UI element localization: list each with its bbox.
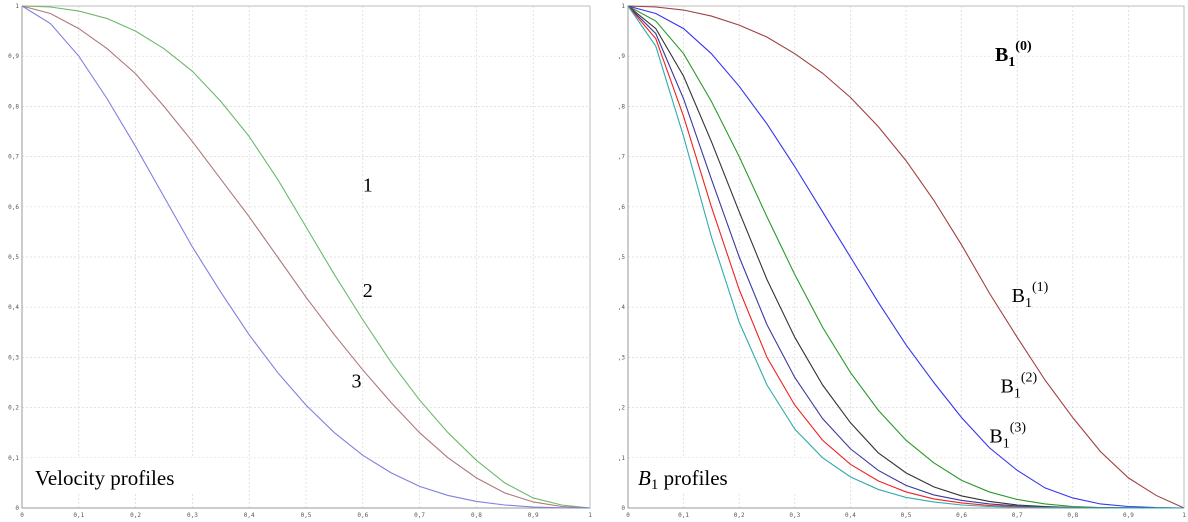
curve-label: B1(1) [1012, 280, 1049, 311]
x-tick-label: 0,3 [789, 512, 800, 519]
x-tick-label: 0,2 [130, 512, 141, 519]
y-tick-label: 0,8 [618, 103, 625, 110]
caption-background [28, 458, 248, 494]
x-tick-label: 0,6 [956, 512, 967, 519]
x-tick-label: 0,3 [187, 512, 198, 519]
b1-profiles-chart: 0 0,1 0,2 0,3 0,4 0,5 0,6 0,7 0,8 0,9 1 0 0,1 0,2 0,3 0… [618, 0, 1188, 522]
b1-profiles-svg: 0 0,1 0,2 0,3 0,4 0,5 0,6 0,7 0,8 0,9 1 0 0,1 0,2 0,3 0… [618, 3, 1186, 519]
x-tick-label: 0,7 [1012, 512, 1023, 519]
y-tick-label: 0 [15, 505, 19, 512]
y-tick-label: 0,7 [618, 154, 625, 161]
y-tick-label: 0,9 [618, 53, 625, 60]
x-tick-label: 0,4 [845, 512, 856, 519]
series-line-2 [21, 5, 591, 509]
series-line-1 [627, 5, 1185, 509]
series-line-1 [21, 5, 591, 509]
x-tick-label: 0,8 [1067, 512, 1078, 519]
curve-label: B1(0) [995, 39, 1032, 70]
y-tick-label: 0,7 [8, 154, 19, 161]
x-tick-label: 0,4 [244, 512, 255, 519]
x-tick-label: 0,5 [901, 512, 912, 519]
y-tick-label: 0,8 [8, 103, 19, 110]
y-tick-label: 0,3 [8, 354, 19, 361]
y-tick-label: 1 [621, 3, 625, 10]
x-tick-label: 0,1 [73, 512, 84, 519]
y-tick-label: 0,5 [8, 254, 19, 261]
x-tick-label: 1 [588, 512, 592, 519]
y-tick-label: 0,2 [618, 405, 625, 412]
curve-label: 1 [363, 175, 373, 197]
velocity-profiles-chart: 0 0,1 0,2 0,3 0,4 0,5 0,6 0,7 0,8 0,9 1 0 0,1 0,2 0,3 0… [8, 3, 593, 519]
x-tick-label: 0,1 [678, 512, 689, 519]
series-line-2 [627, 5, 1185, 509]
y-tick-label: 0,4 [618, 304, 625, 311]
x-tick-label: 0,7 [414, 512, 425, 519]
curve-label: B1(3) [989, 421, 1026, 452]
series-line-7 [627, 5, 1184, 509]
y-tick-label: 0,9 [8, 53, 19, 60]
x-tick-label: 0,9 [1123, 512, 1134, 519]
series-line-3 [21, 5, 591, 509]
x-tick-label: 0,6 [357, 512, 368, 519]
y-tick-label: 0,4 [8, 304, 19, 311]
caption-background [632, 458, 802, 494]
chart-caption: Velocity profiles [35, 466, 174, 490]
y-tick-label: 0,3 [618, 354, 625, 361]
y-tick-label: 1 [15, 3, 19, 10]
x-tick-label: 0,5 [301, 512, 312, 519]
x-tick-label: 0,9 [528, 512, 539, 519]
x-tick-label: 0 [20, 512, 24, 519]
chart-caption: B1 profiles [638, 466, 728, 493]
curve-label: B1(2) [1001, 371, 1038, 402]
curve-label: 2 [363, 280, 373, 302]
y-tick-label: 0,5 [618, 254, 625, 261]
velocity-profiles-svg: 0 0,1 0,2 0,3 0,4 0,5 0,6 0,7 0,8 0,9 1 0 0,1 0,2 0,3 0… [8, 3, 592, 519]
y-tick-label: 0 [621, 505, 625, 512]
x-tick-label: 1 [1182, 512, 1186, 519]
y-tick-label: 0,2 [8, 405, 19, 412]
x-tick-label: 0 [626, 512, 630, 519]
y-tick-label: 0,6 [618, 204, 625, 211]
x-tick-label: 0,2 [734, 512, 745, 519]
y-tick-label: 0,1 [618, 455, 625, 462]
y-tick-label: 0,6 [8, 204, 19, 211]
y-tick-label: 0,1 [8, 455, 19, 462]
curve-label: 3 [351, 371, 361, 393]
x-tick-label: 0,8 [471, 512, 482, 519]
